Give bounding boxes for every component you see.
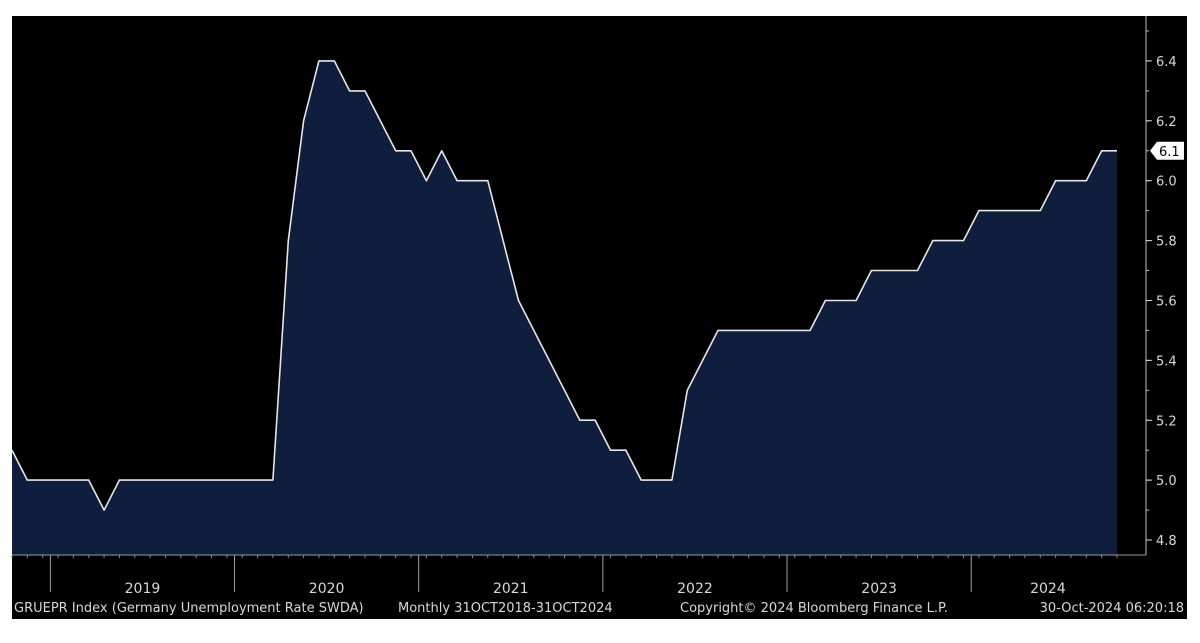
- plot-layer: [11, 60, 1117, 556]
- x-tick-label: 2019: [125, 581, 161, 597]
- footer-ticker: GRUEPR Index (Germany Unemployment Rate …: [14, 601, 364, 616]
- x-tick-label: 2020: [309, 581, 345, 597]
- y-tick-label: 5.6: [1156, 294, 1177, 309]
- y-axis: 4.8 5.0 5.2 5.4 5.6 5.8 6.0 6.2 6.4 6.1: [1145, 16, 1184, 555]
- last-value-tag: [1150, 141, 1184, 160]
- footer: GRUEPR Index (Germany Unemployment Rate …: [14, 601, 1184, 616]
- y-tick-label: 6.0: [1156, 175, 1177, 190]
- y-tick-label: 5.4: [1156, 354, 1177, 369]
- y-tick-label: 5.2: [1156, 414, 1177, 429]
- x-tick-label: 2021: [493, 581, 529, 597]
- y-tick-label: 6.2: [1156, 115, 1177, 130]
- series-line: [11, 60, 1117, 511]
- y-tick-label: 5.8: [1156, 235, 1177, 250]
- y-tick-label: 5.0: [1156, 474, 1177, 489]
- x-tick-label: 2024: [1030, 581, 1066, 597]
- y-tick-label: 4.8: [1156, 534, 1177, 549]
- last-value-label: 6.1: [1159, 145, 1180, 160]
- footer-period: Monthly 31OCT2018-31OCT2024: [398, 601, 613, 616]
- y-tick-label: 6.4: [1156, 55, 1177, 70]
- x-tick-label: 2023: [861, 581, 897, 597]
- x-axis: 2019 2020 2021 2022 2023 2024: [11, 554, 1146, 597]
- footer-copyright: Copyright© 2024 Bloomberg Finance L.P.: [680, 601, 948, 616]
- x-tick-label: 2022: [677, 581, 713, 597]
- footer-timestamp: 30-Oct-2024 06:20:18: [1040, 601, 1184, 616]
- series-area: [12, 60, 1117, 556]
